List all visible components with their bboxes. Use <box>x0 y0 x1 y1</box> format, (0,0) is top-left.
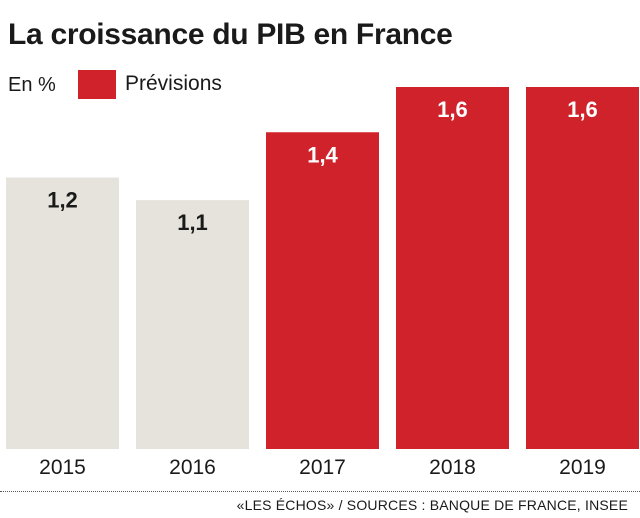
x-tick-label-2016: 2016 <box>169 456 216 479</box>
x-tick-label-2018: 2018 <box>429 456 476 479</box>
legend-forecast-label: Prévisions <box>125 72 222 95</box>
bar-2016 <box>136 200 249 449</box>
bar-value-label-2017: 1,4 <box>307 142 338 167</box>
bar-2019 <box>526 87 639 449</box>
bar-value-label-2015: 1,2 <box>47 188 78 213</box>
legend-forecast-swatch <box>78 70 116 99</box>
bar-2017 <box>266 132 379 449</box>
bar-value-label-2016: 1,1 <box>177 210 208 235</box>
bar-chart: 1,2 2015 1,1 2016 1,4 2017 1,6 2018 1,6 2019 <box>6 87 639 479</box>
bar-value-label-2018: 1,6 <box>437 97 468 122</box>
source-credit: «LES ÉCHOS» / SOURCES : BANQUE DE FRANCE… <box>236 497 628 513</box>
unit-label: En % <box>8 74 56 96</box>
x-tick-label-2019: 2019 <box>559 456 606 479</box>
bar-value-label-2019: 1,6 <box>567 97 598 122</box>
x-tick-label-2017: 2017 <box>299 456 346 479</box>
bar-2018 <box>396 87 509 449</box>
chart-title: La croissance du PIB en France <box>8 18 453 51</box>
footer-divider <box>0 491 640 492</box>
bar-2015 <box>6 177 119 449</box>
x-tick-label-2015: 2015 <box>39 456 86 479</box>
